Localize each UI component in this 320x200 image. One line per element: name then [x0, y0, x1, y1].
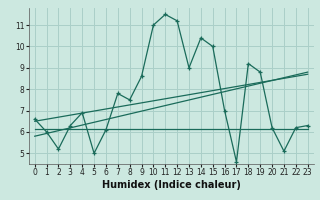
X-axis label: Humidex (Indice chaleur): Humidex (Indice chaleur)	[102, 180, 241, 190]
